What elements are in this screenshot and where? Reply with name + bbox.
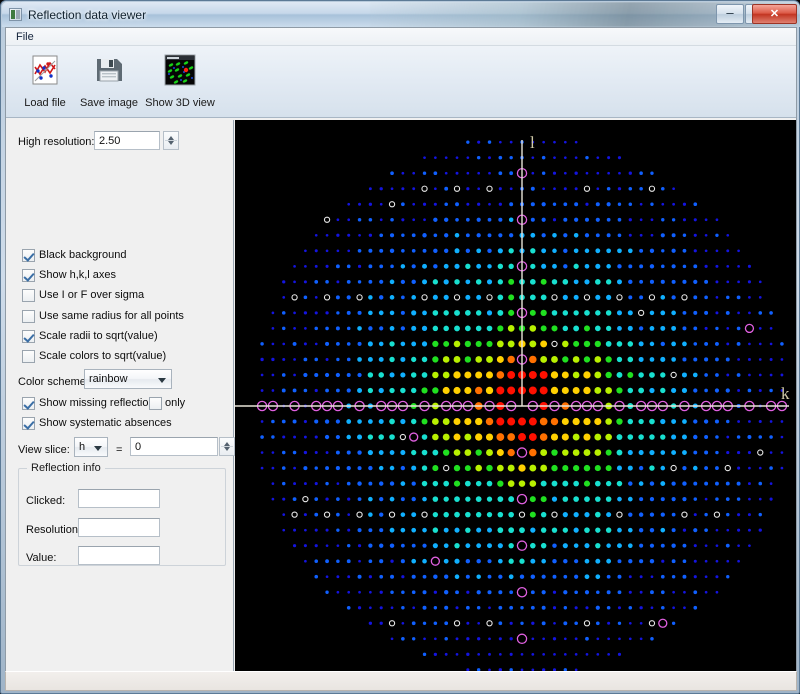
- reflection-plot-canvas[interactable]: l k: [235, 120, 796, 688]
- reflection-plot[interactable]: l k: [235, 120, 796, 688]
- show-missing-reflections-label: Show missing reflections: [39, 397, 161, 409]
- save-image-label: Save image: [79, 97, 139, 109]
- view-slice-label: View slice:: [18, 444, 70, 456]
- save-image-button[interactable]: Save image: [78, 52, 140, 112]
- color-scheme-value: rainbow: [89, 373, 128, 385]
- reflection-markers: [256, 140, 788, 672]
- show-systematic-absences-label: Show systematic absences: [39, 417, 172, 429]
- chevron-down-icon: [94, 446, 102, 451]
- line-chart-icon: [29, 54, 61, 86]
- app-icon: [9, 8, 22, 21]
- show-systematic-absences-checkbox[interactable]: [22, 417, 35, 430]
- view-slice-axis-select[interactable]: h: [74, 437, 108, 457]
- three-d-view-icon: [164, 54, 196, 86]
- high-resolution-label: High resolution:: [18, 136, 95, 148]
- floppy-disk-icon: [93, 54, 125, 86]
- load-file-button[interactable]: Load file: [14, 52, 76, 112]
- axis-label-k: k: [781, 384, 790, 403]
- view-slice-equals: =: [116, 444, 123, 456]
- missing-only-checkbox[interactable]: [149, 397, 162, 410]
- use-i-or-f-over-sigma-label: Use I or F over sigma: [39, 289, 145, 301]
- status-bar: [5, 671, 797, 691]
- scale-colors-label: Scale colors to sqrt(value): [39, 350, 167, 362]
- color-scheme-label: Color scheme:: [18, 376, 89, 388]
- scale-radii-checkbox[interactable]: [22, 330, 35, 343]
- show-3d-view-label: Show 3D view: [145, 97, 215, 109]
- black-background-checkbox[interactable]: [22, 249, 35, 262]
- show-3d-view-button[interactable]: Show 3D view: [142, 52, 218, 112]
- view-slice-value-input[interactable]: [130, 437, 218, 456]
- menu-bar: File: [6, 28, 796, 46]
- show-hkl-axes-label: Show h,k,l axes: [39, 269, 117, 281]
- close-icon: ✕: [769, 8, 780, 20]
- view-slice-spinner[interactable]: [219, 437, 235, 456]
- show-hkl-axes-checkbox[interactable]: [22, 269, 35, 282]
- menu-item-file[interactable]: File: [16, 31, 34, 43]
- scale-radii-label: Scale radii to sqrt(value): [39, 330, 158, 342]
- view-slice-axis-value: h: [79, 441, 86, 453]
- window-title: Reflection data viewer: [28, 8, 147, 22]
- load-file-label: Load file: [24, 97, 66, 109]
- clicked-field[interactable]: [78, 489, 160, 508]
- resolution-label: Resolution:: [26, 524, 82, 536]
- high-resolution-spinner[interactable]: [163, 131, 179, 150]
- use-i-or-f-over-sigma-checkbox[interactable]: [22, 289, 35, 302]
- use-same-radius-checkbox[interactable]: [22, 310, 35, 323]
- reflection-info-group: Reflection info: [18, 462, 226, 566]
- client-area: File Load f: [5, 27, 797, 691]
- black-background-label: Black background: [39, 249, 127, 261]
- close-button[interactable]: ✕: [752, 4, 797, 24]
- axis-label-l: l: [530, 133, 535, 152]
- minimize-icon: –: [726, 5, 734, 20]
- value-field[interactable]: [78, 546, 160, 565]
- high-resolution-input[interactable]: [94, 131, 160, 150]
- reflection-info-title: Reflection info: [27, 462, 105, 474]
- minimize-button[interactable]: –: [716, 4, 744, 24]
- show-missing-reflections-checkbox[interactable]: [22, 397, 35, 410]
- title-bar: Reflection data viewer – ❐ ✕: [2, 2, 800, 27]
- chevron-down-icon: [158, 378, 166, 383]
- resolution-field[interactable]: [78, 518, 160, 537]
- use-same-radius-label: Use same radius for all points: [39, 310, 184, 322]
- color-scheme-select[interactable]: rainbow: [84, 369, 172, 389]
- missing-only-label: only: [165, 397, 186, 409]
- scale-colors-checkbox[interactable]: [22, 350, 35, 363]
- control-panel: High resolution: Black background Show h…: [8, 120, 235, 688]
- clicked-label: Clicked:: [26, 495, 66, 507]
- axis-lines: [235, 140, 789, 407]
- tool-bar: Load file Save image: [6, 46, 796, 118]
- value-label: Value:: [26, 552, 57, 564]
